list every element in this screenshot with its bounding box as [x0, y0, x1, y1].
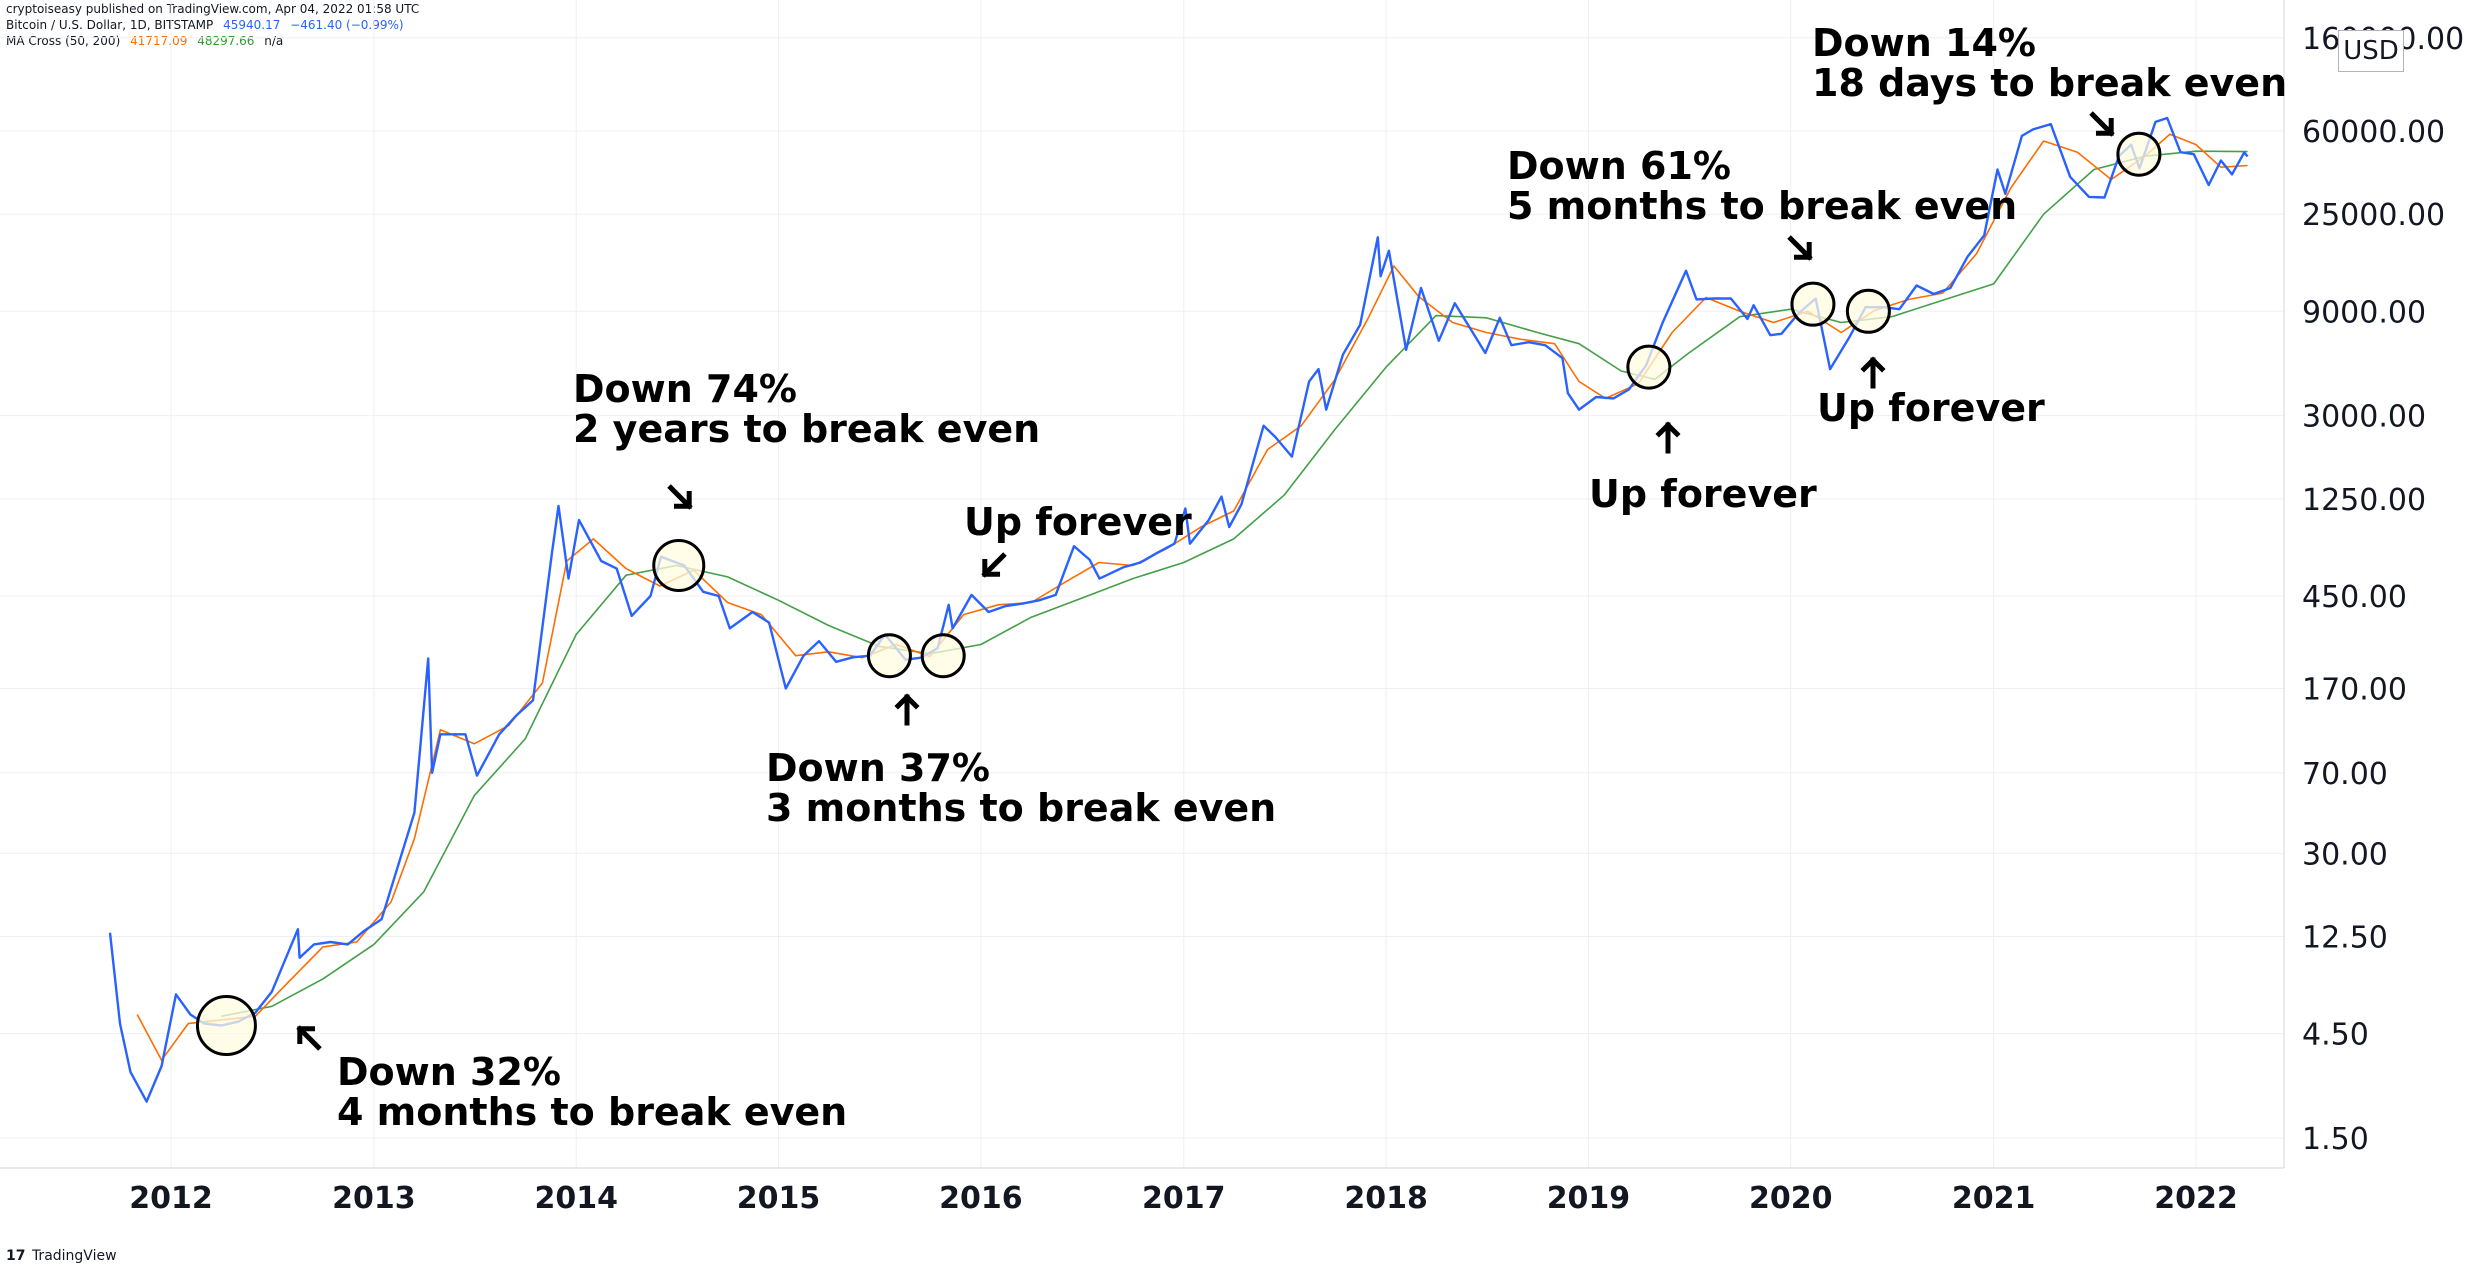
arrow-icon: [1860, 356, 1886, 389]
x-tick-label: 2017: [1142, 1181, 1226, 1216]
y-tick-label: 4.50: [2302, 1018, 2369, 1053]
x-tick-label: 2021: [1952, 1181, 2036, 1216]
arrow-icon: [296, 1025, 322, 1051]
annotation-labels: Down 32%4 months to break even Down 74%2 …: [337, 21, 2287, 1134]
y-tick-label: 450.00: [2302, 580, 2407, 615]
symbol-line: Bitcoin / U.S. Dollar, 1D, BITSTAMP 4594…: [6, 18, 410, 32]
arrow-icon: [667, 484, 693, 510]
y-tick-label: 1.50: [2302, 1122, 2369, 1157]
x-tick-label: 2020: [1749, 1181, 1833, 1216]
y-tick-label: 170.00: [2302, 672, 2407, 707]
x-tick-label: 2015: [737, 1181, 821, 1216]
annotation-label: Down 61%: [1507, 144, 1731, 188]
gridlines: [0, 0, 2284, 1168]
x-tick-label: 2019: [1547, 1181, 1631, 1216]
arrow-icon: [981, 552, 1007, 578]
y-tick-labels: 160000.0060000.0025000.009000.003000.001…: [2302, 22, 2464, 1157]
annotation-label: Down 37%: [766, 746, 990, 790]
ma200-line: [221, 150, 2248, 1018]
price-change: −461.40 (−0.99%): [290, 18, 404, 32]
highlight-circle: [1626, 344, 1672, 390]
last-price: 45940.17: [223, 18, 281, 32]
price-line: [108, 116, 2249, 1103]
ma50-line: [136, 133, 2248, 1061]
annotation-label: 3 months to break even: [766, 786, 1276, 830]
x-tick-label: 2014: [534, 1181, 618, 1216]
y-tick-label: 12.50: [2302, 921, 2388, 956]
highlight-circle: [2116, 131, 2162, 177]
series: [108, 116, 2249, 1103]
annotation-label: 4 months to break even: [337, 1090, 847, 1134]
x-tick-labels: 2012 2013 2014 2015 2016 2017 2018 2019 2020 2021…: [129, 1181, 2238, 1216]
arrow-icon: [1655, 421, 1681, 454]
highlight-circle: [652, 539, 706, 593]
highlight-circle: [1845, 288, 1891, 334]
y-tick-label: 70.00: [2302, 757, 2388, 792]
arrow-icon: [894, 693, 920, 726]
highlight-circles: [195, 131, 2162, 1057]
annotation-arrows: [296, 111, 2115, 1051]
x-tick-label: 2018: [1344, 1181, 1428, 1216]
annotation-label: Down 74%: [573, 367, 797, 411]
highlight-circle: [866, 633, 912, 679]
arrow-icon: [2089, 111, 2115, 137]
tradingview-logo-icon: 17: [6, 1248, 26, 1264]
publisher-text: cryptoiseasy published on TradingView.co…: [6, 2, 420, 16]
symbol-name: Bitcoin / U.S. Dollar, 1D, BITSTAMP: [6, 18, 214, 32]
highlight-circle: [1790, 281, 1836, 327]
x-tick-label: 2012: [129, 1181, 213, 1216]
publisher-line: cryptoiseasy published on TradingView.co…: [6, 2, 425, 16]
annotation-label: Down 32%: [337, 1050, 561, 1094]
x-tick-label: 2022: [2154, 1181, 2238, 1216]
y-tick-label: 3000.00: [2302, 400, 2426, 435]
y-tick-label: 1250.00: [2302, 483, 2426, 518]
y-tick-label: 25000.00: [2302, 198, 2445, 233]
annotation-label: Up forever: [964, 500, 1192, 544]
annotation-label: Down 14%: [1812, 21, 2036, 65]
x-tick-label: 2013: [332, 1181, 416, 1216]
tradingview-footer: 17 TradingView: [6, 1248, 117, 1264]
annotation-label: 5 months to break even: [1507, 184, 2017, 228]
y-tick-label: 9000.00: [2302, 295, 2426, 330]
annotation-label: 18 days to break even: [1812, 61, 2287, 105]
highlight-circle: [195, 995, 257, 1057]
annotation-label: Up forever: [1589, 472, 1817, 516]
y-tick-label: 30.00: [2302, 837, 2388, 872]
brand-name: TradingView: [31, 1248, 117, 1264]
annotation-label: Up forever: [1817, 386, 2045, 430]
annotation-label: 2 years to break even: [573, 407, 1040, 451]
axes: [0, 0, 2285, 1169]
y-tick-label: 60000.00: [2302, 115, 2445, 150]
currency-label[interactable]: USD: [2338, 30, 2404, 72]
x-tick-label: 2016: [939, 1181, 1023, 1216]
arrow-icon: [1787, 235, 1813, 261]
highlight-circle: [920, 633, 966, 679]
